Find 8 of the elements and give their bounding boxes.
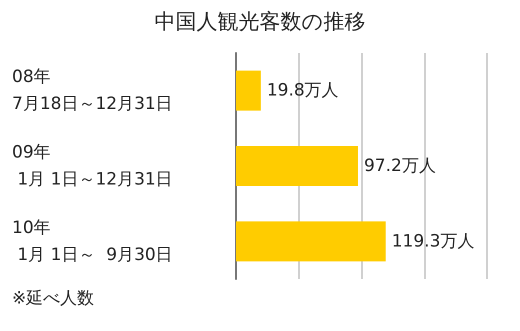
- y-tick-label: 08年 7月18日～12月31日: [12, 67, 173, 114]
- y-tick-label: 10年 1月 1日～ 9月30日: [12, 218, 173, 265]
- data-label: 19.8万人: [266, 80, 339, 101]
- chart-title: 中国人観光客数の推移: [154, 10, 366, 34]
- text: ※延べ人数: [12, 288, 94, 308]
- y-tick-label: 09年 1月 1日～12月31日: [12, 142, 173, 190]
- data-label: 119.3万人: [392, 231, 474, 252]
- data-label: 97.2万人: [364, 156, 436, 176]
